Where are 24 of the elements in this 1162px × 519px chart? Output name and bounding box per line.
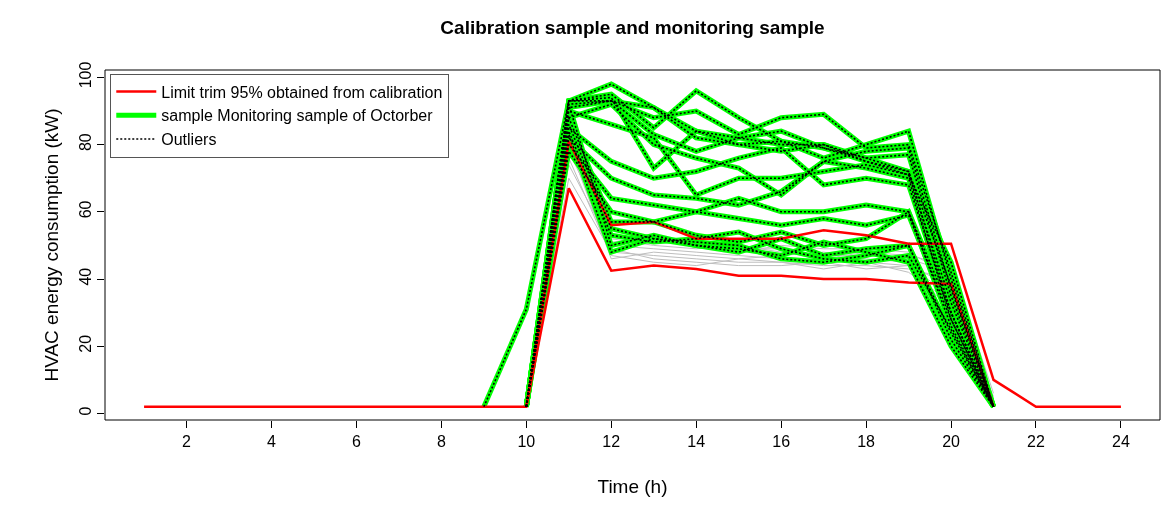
legend-label: sample Monitoring sample of Octorber xyxy=(161,107,434,125)
chart-title: Calibration sample and monitoring sample xyxy=(440,17,825,39)
x-tick-label: 12 xyxy=(602,433,621,451)
x-tick-label: 6 xyxy=(351,433,361,451)
x-tick-label: 22 xyxy=(1027,433,1045,451)
y-tick-label: 20 xyxy=(76,334,94,353)
x-axis-title: Time (h) xyxy=(597,476,668,497)
x-tick-label: 20 xyxy=(942,433,961,451)
y-tick-label: 40 xyxy=(76,267,94,286)
y-tick-label: 100 xyxy=(76,61,94,89)
x-tick-label: 16 xyxy=(772,433,791,451)
x-tick-label: 8 xyxy=(436,433,446,451)
y-tick-label: 60 xyxy=(76,200,94,219)
x-tick-label: 4 xyxy=(267,433,277,451)
x-tick-label: 24 xyxy=(1112,433,1130,451)
x-tick-label: 14 xyxy=(687,433,706,451)
y-tick-label: 0 xyxy=(76,406,94,416)
legend-label: Outliers xyxy=(161,131,217,149)
x-tick-label: 2 xyxy=(182,433,192,451)
x-tick-label: 18 xyxy=(857,433,876,451)
y-axis-title: HVAC energy consumption (kW) xyxy=(41,108,63,382)
legend-label: Limit trim 95% obtained from calibration xyxy=(161,83,443,101)
x-tick-label: 10 xyxy=(517,433,536,451)
y-tick-label: 80 xyxy=(76,133,94,152)
